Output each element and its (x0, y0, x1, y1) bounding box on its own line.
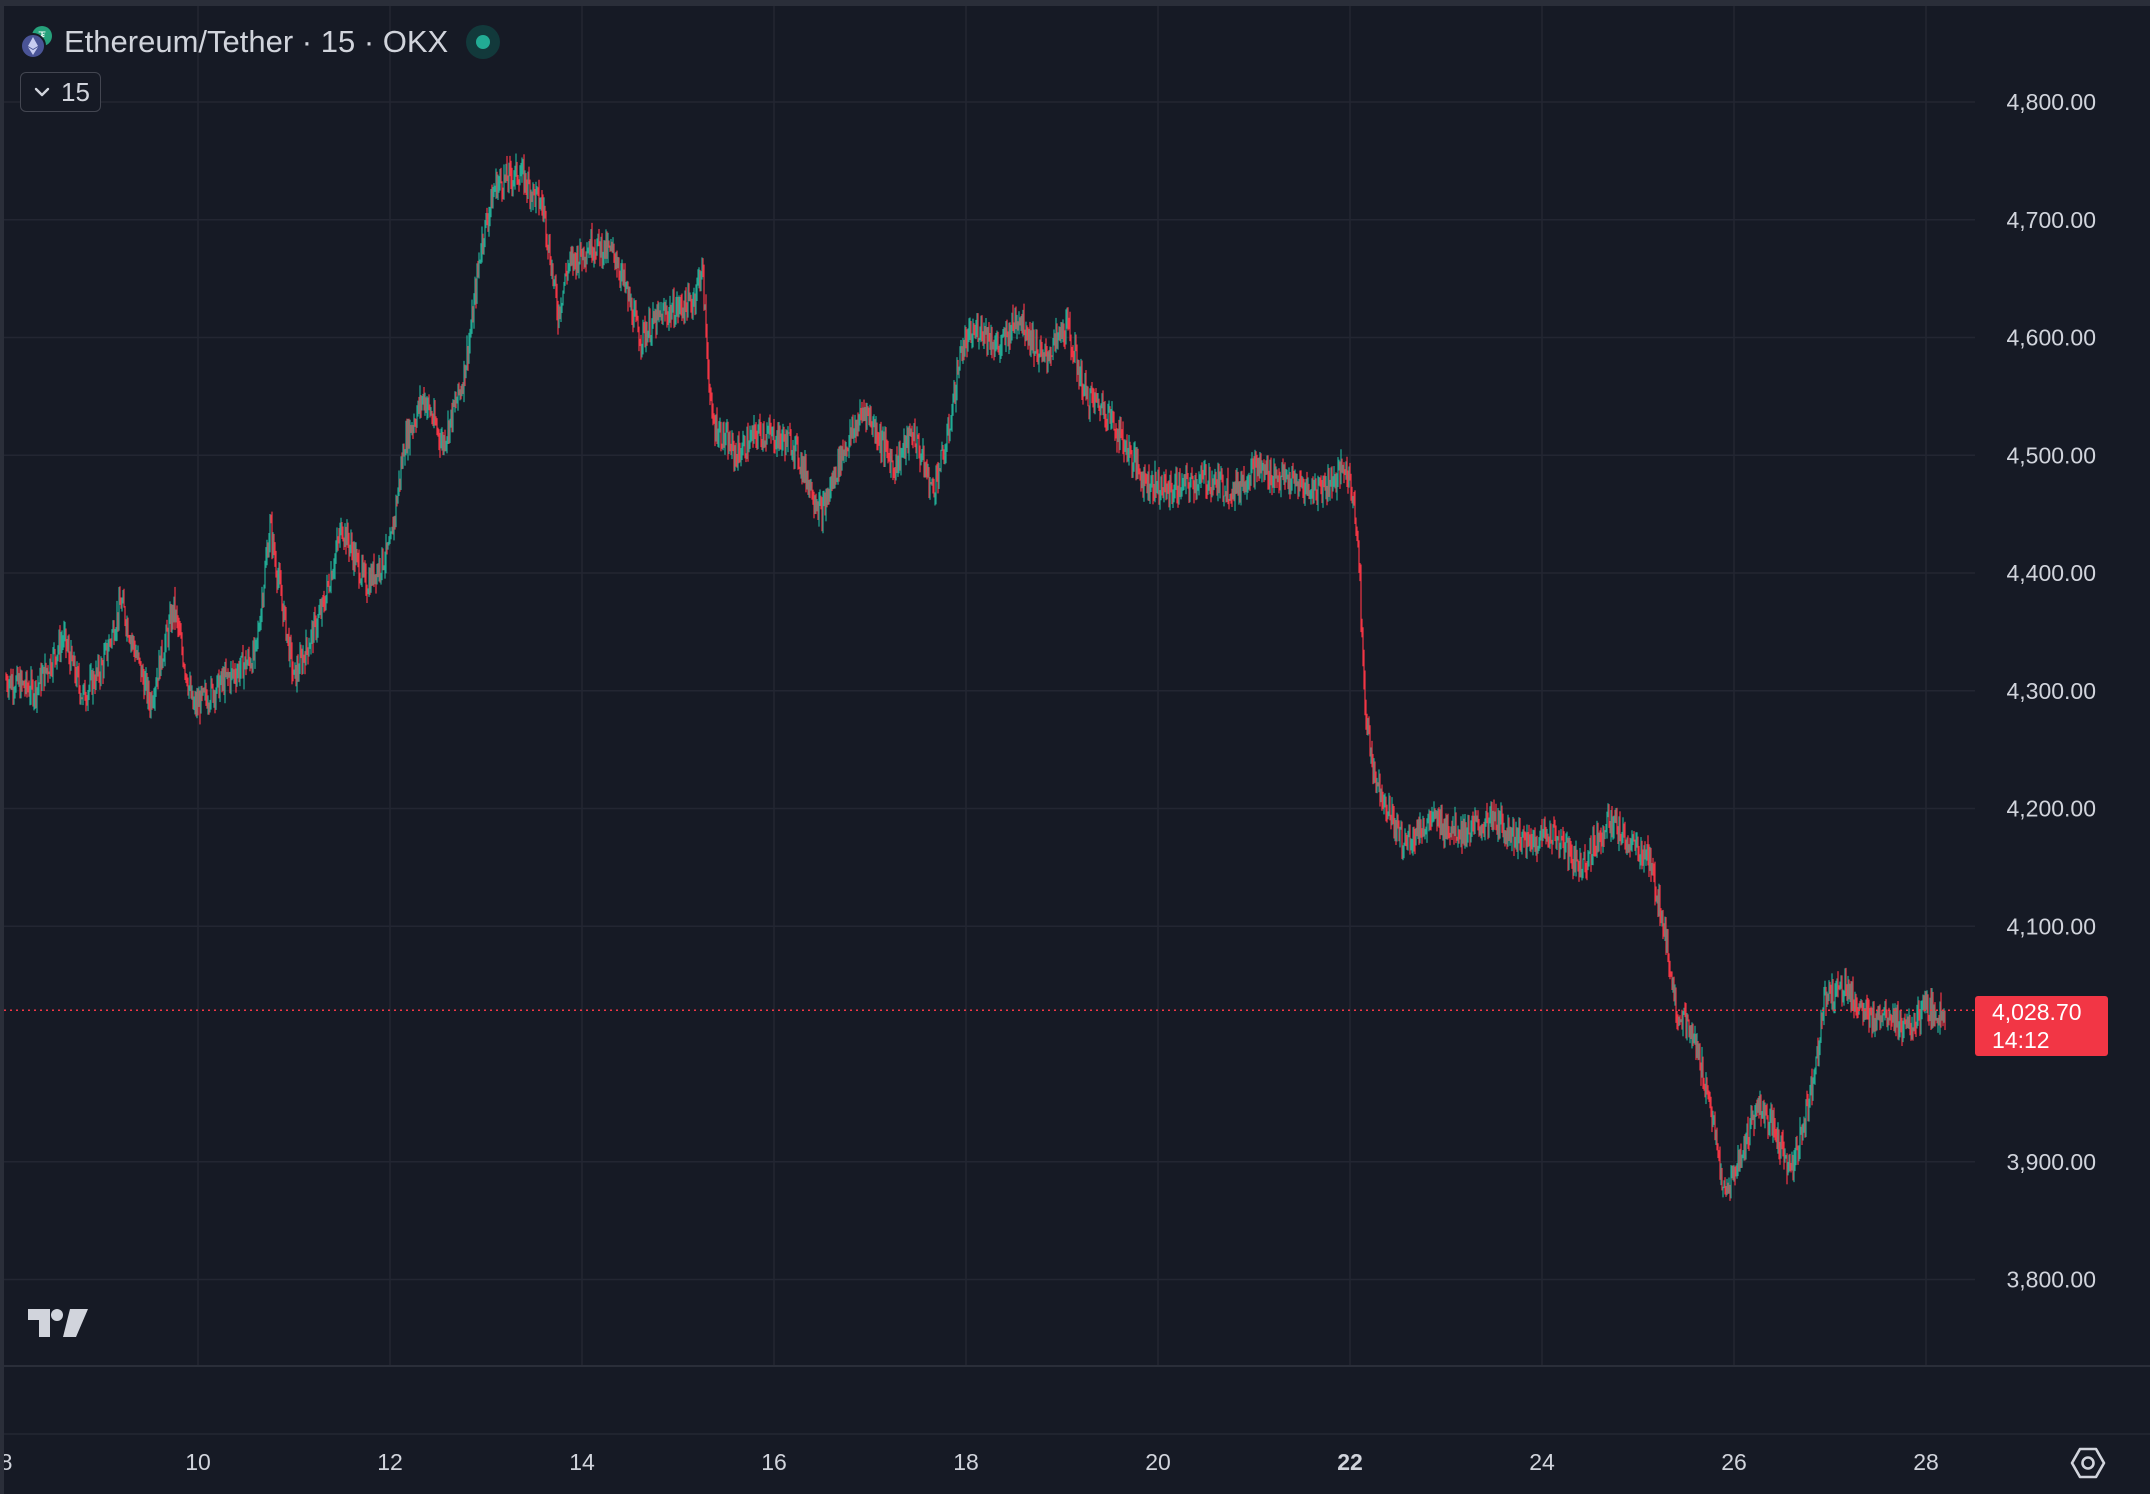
last-price-value: 4,028.70 (1992, 999, 2082, 1025)
candle-series (5, 153, 1946, 1201)
interval-dropdown-button[interactable]: 15 (20, 72, 101, 112)
price-tick-label: 4,600.00 (2006, 325, 2096, 351)
time-tick-label: 12 (377, 1449, 403, 1475)
eth-usdt-logo-icon: ₮ (20, 25, 54, 59)
time-tick-label: 18 (953, 1449, 979, 1475)
price-tick-label: 4,800.00 (2006, 89, 2096, 115)
market-open-dot-icon (476, 35, 491, 49)
time-tick-label: 16 (761, 1449, 787, 1475)
price-tick-label: 3,900.00 (2006, 1149, 2096, 1175)
symbol-legend[interactable]: ₮ Ethereum/Tether · 15 · OKX (20, 20, 501, 64)
price-tick-label: 4,300.00 (2006, 678, 2096, 704)
interval-label: 15 (61, 76, 90, 107)
window-top-border (0, 0, 2150, 6)
price-tick-label: 3,800.00 (2006, 1267, 2096, 1293)
market-status-indicator[interactable] (466, 25, 501, 59)
settings-icon[interactable] (2069, 1444, 2107, 1482)
window-left-border (0, 0, 4, 1494)
price-tick-label: 4,400.00 (2006, 560, 2096, 586)
time-tick-label: 14 (569, 1449, 595, 1475)
price-tick-label: 4,100.00 (2006, 913, 2096, 939)
price-axis[interactable]: 4,800.00 4,700.00 4,600.00 4,500.00 4,400.00… (2006, 89, 2096, 1293)
svg-text:₮: ₮ (38, 29, 46, 43)
price-tick-label: 4,500.00 (2006, 442, 2096, 468)
time-tick-label: 20 (1145, 1449, 1171, 1475)
time-tick-label: 10 (185, 1449, 211, 1475)
time-tick-label: 22 (1337, 1449, 1363, 1475)
tradingview-logo-icon[interactable] (26, 1306, 90, 1340)
bar-countdown: 14:12 (1992, 1027, 2050, 1053)
symbol-title: Ethereum/Tether · 15 · OKX (64, 24, 449, 59)
time-tick-label: 28 (1913, 1449, 1939, 1475)
price-tick-label: 4,200.00 (2006, 796, 2096, 822)
chart-grid (4, 6, 1975, 1366)
time-tick-label: 24 (1529, 1449, 1555, 1475)
last-price-label: 4,028.70 14:12 (1975, 996, 2108, 1056)
chevron-down-icon (34, 87, 50, 97)
time-axis[interactable]: 8 10 12 14 16 18 20 22 24 26 28 (0, 1449, 1939, 1475)
time-tick-label: 26 (1721, 1449, 1747, 1475)
price-tick-label: 4,700.00 (2006, 207, 2096, 233)
